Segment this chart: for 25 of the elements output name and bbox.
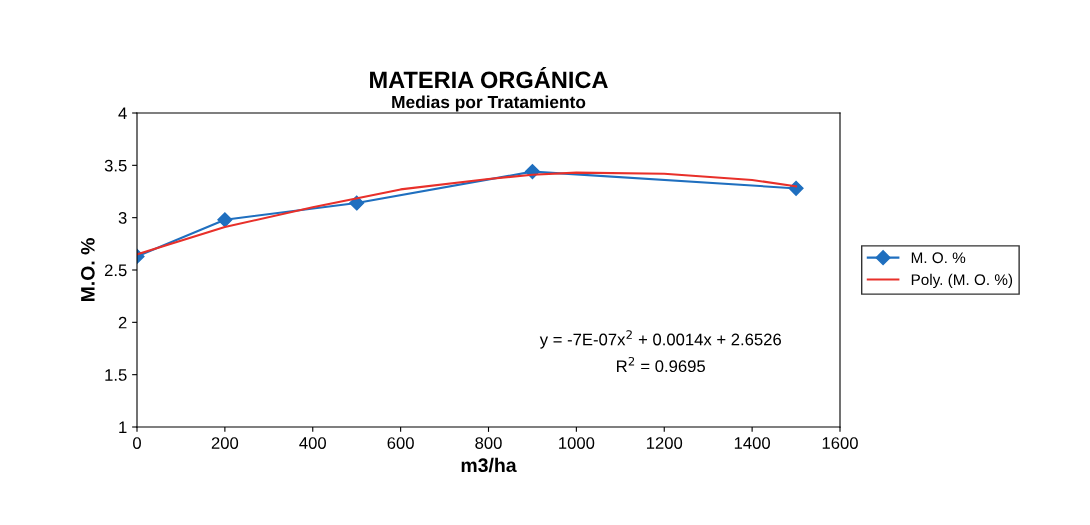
x-tick-label: 1000: [559, 437, 595, 449]
x-tick-label: 200: [211, 437, 239, 449]
legend-label: M. O. %: [911, 252, 966, 264]
y-tick-label: 3: [118, 212, 127, 224]
y-tick-label: 1: [119, 421, 127, 434]
y-tick-label: 2: [118, 316, 127, 329]
y-tick-label: 3.5: [104, 159, 127, 172]
y-tick-label: 4: [118, 107, 127, 120]
x-axis-title: m3/ha: [461, 457, 517, 473]
y-axis-title: M.O. %: [80, 238, 95, 302]
legend-label: Poly. (M. O. %): [911, 273, 1013, 289]
x-tick-label: 1600: [822, 437, 858, 449]
y-tick-label: 1.5: [105, 369, 127, 381]
chart-subtitle: Medias por Tratamiento: [392, 95, 586, 112]
x-tick-label: 600: [387, 437, 414, 449]
x-tick-label: 1200: [646, 437, 683, 449]
chart-title: MATERIA ORGÁNICA: [370, 67, 608, 89]
point: [217, 212, 233, 228]
x-tick-label: 1400: [734, 437, 771, 449]
x-tick-label: 400: [299, 437, 326, 449]
y-tick-label: 2.5: [104, 264, 127, 277]
annotation: R$^{2}$ = 0.9695: [617, 356, 705, 373]
annotation: y = -7E-07x$^{2}$ + 0.0014x + 2.6526: [539, 330, 781, 349]
x-tick-label: 800: [475, 437, 502, 449]
x-tick-label: 0: [133, 437, 141, 449]
